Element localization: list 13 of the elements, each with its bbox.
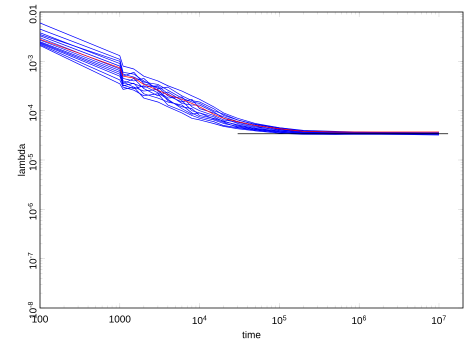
y-axis-title: lambda [18, 144, 26, 176]
y-tick-label: 0.01 [29, 4, 36, 24]
x-tick-label: 10$^{6}$ [352, 316, 366, 324]
x-axis-title: time [242, 330, 260, 338]
x-tick-label: 1000 [109, 316, 130, 323]
x-tick-label: 10$^{5}$ [272, 316, 286, 324]
x-tick-label: 10$^{7}$ [432, 316, 446, 324]
y-tick-label: 10$^{-5}$ [28, 154, 36, 170]
y-tick-label: 10$^{-6}$ [28, 203, 36, 220]
y-tick-label: 10$^{-3}$ [28, 55, 36, 72]
x-tick-label: 10$^{4}$ [192, 316, 207, 324]
y-tick-label: 10$^{-7}$ [28, 252, 36, 269]
y-tick-label: 10$^{-4}$ [28, 104, 36, 121]
